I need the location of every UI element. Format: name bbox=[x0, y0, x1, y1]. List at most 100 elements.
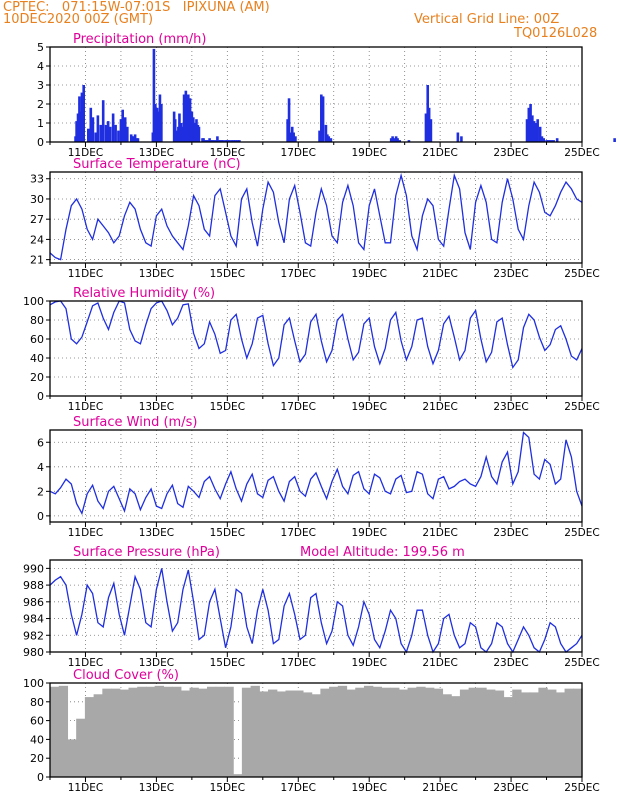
cloud-bar bbox=[189, 687, 199, 777]
cloud-bar bbox=[547, 689, 557, 777]
panel-title: Surface Temperature (nC) bbox=[73, 157, 241, 172]
x-tick-label: 21DEC bbox=[422, 782, 457, 794]
cloud-bar bbox=[67, 739, 77, 777]
y-tick-label: 100 bbox=[23, 295, 44, 308]
x-tick-label: 19DEC bbox=[351, 527, 386, 539]
cloud-bar bbox=[355, 687, 365, 777]
x-tick-label: 13DEC bbox=[139, 268, 174, 280]
y-tick-label: 60 bbox=[30, 333, 44, 346]
precip-bar bbox=[287, 98, 291, 142]
y-tick-label: 990 bbox=[23, 562, 44, 575]
plot-frame bbox=[49, 171, 583, 264]
precip-bar bbox=[540, 136, 544, 142]
y-tick-label: 33 bbox=[30, 173, 44, 186]
x-tick-label: 11DEC bbox=[68, 527, 103, 539]
x-tick-label: 23DEC bbox=[493, 527, 528, 539]
precip-bar bbox=[175, 130, 178, 142]
precip-bar bbox=[324, 124, 328, 142]
y-tick-label: 20 bbox=[30, 371, 44, 384]
cloud-bar bbox=[329, 686, 339, 777]
cloud-bar bbox=[477, 687, 487, 777]
cloud-bar bbox=[154, 685, 164, 777]
product-code: TQ0126L028 bbox=[514, 26, 598, 41]
precip-bar bbox=[157, 111, 160, 142]
precip-bar bbox=[76, 113, 80, 142]
x-tick-label: 11DEC bbox=[68, 401, 103, 413]
panel-title: Precipitation (mm/h) bbox=[73, 32, 206, 47]
panel-2: Surface Temperature (nC) 21 24 27 30 33 11DEC 1… bbox=[30, 157, 600, 280]
precip-bar bbox=[106, 121, 110, 142]
x-tick-label: 21DEC bbox=[422, 147, 457, 159]
x-tick-label: 23DEC bbox=[493, 657, 528, 669]
precip-bar bbox=[136, 138, 140, 142]
y-tick-label: 986 bbox=[23, 596, 44, 609]
x-tick-label: 19DEC bbox=[351, 268, 386, 280]
precip-bar bbox=[289, 132, 292, 142]
precip-bar bbox=[208, 138, 211, 142]
precip-bar bbox=[218, 140, 222, 142]
y-tick-label: 5 bbox=[37, 41, 44, 54]
cloud-bar bbox=[486, 689, 496, 777]
cloud-bar bbox=[102, 688, 112, 777]
precip-bar bbox=[119, 119, 123, 142]
x-tick-label: 11DEC bbox=[68, 782, 103, 794]
precip-bar bbox=[111, 113, 115, 142]
precip-bar bbox=[321, 96, 325, 142]
cloud-bar bbox=[381, 687, 391, 777]
precip-bar bbox=[532, 121, 536, 142]
panel-title: Relative Humidity (%) bbox=[73, 286, 215, 301]
cloud-bar bbox=[111, 688, 121, 777]
precip-bar bbox=[104, 124, 108, 142]
y-tick-label: 30 bbox=[30, 193, 44, 206]
cloud-bar bbox=[215, 686, 226, 777]
precip-bar bbox=[318, 130, 321, 142]
plot-frame bbox=[49, 682, 583, 778]
y-tick-label: 0 bbox=[37, 136, 44, 149]
cloud-bar bbox=[84, 697, 95, 777]
cloud-bar bbox=[224, 686, 234, 777]
x-tick-label: 21DEC bbox=[422, 268, 457, 280]
x-tick-label: 17DEC bbox=[281, 782, 316, 794]
x-tick-label: 13DEC bbox=[139, 657, 174, 669]
cloud-bar bbox=[76, 718, 86, 777]
cloud-bar bbox=[250, 685, 260, 777]
panel-4: Surface Wind (m/s) 0 2 4 6 11DEC 13DEC 15DEC 17D… bbox=[37, 415, 600, 539]
precip-bar bbox=[407, 140, 411, 142]
precip-bar bbox=[529, 104, 532, 142]
precip-bar bbox=[209, 140, 213, 142]
x-tick-label: 15DEC bbox=[210, 401, 245, 413]
precip-bar bbox=[117, 130, 120, 142]
precip-bar bbox=[130, 136, 134, 142]
y-tick-label: 4 bbox=[37, 461, 44, 474]
y-tick-label: 984 bbox=[23, 613, 44, 626]
grid-line-note: Vertical Grid Line: 00Z bbox=[414, 12, 560, 27]
cloud-bar bbox=[503, 697, 513, 777]
x-tick-label: 25DEC bbox=[564, 147, 599, 159]
y-tick-label: 20 bbox=[30, 752, 44, 765]
precip-bar bbox=[460, 136, 463, 142]
cloud-bar bbox=[520, 692, 531, 777]
cloud-bar bbox=[459, 689, 470, 777]
cloud-bar bbox=[233, 774, 243, 777]
panel-3: Relative Humidity (%) 0 20 40 60 80 100 11DEC 13… bbox=[23, 286, 600, 413]
precip-bar bbox=[226, 140, 229, 142]
x-tick-label: 25DEC bbox=[564, 527, 599, 539]
precip-bar bbox=[221, 140, 225, 142]
run-datetime: 10DEC2020 00Z (GMT) bbox=[3, 12, 154, 27]
y-tick-label: 982 bbox=[23, 629, 44, 642]
precip-bar bbox=[538, 126, 542, 142]
precip-bar bbox=[525, 119, 529, 142]
x-tick-label: 21DEC bbox=[422, 657, 457, 669]
y-tick-label: 6 bbox=[37, 436, 44, 449]
cloud-bar bbox=[198, 688, 208, 777]
precip-bar bbox=[154, 104, 157, 142]
cloud-bar bbox=[268, 689, 278, 777]
precip-bar bbox=[320, 94, 323, 142]
precip-bar bbox=[123, 117, 127, 142]
precip-bar bbox=[96, 115, 100, 142]
precip-bar bbox=[114, 124, 117, 142]
precip-bar bbox=[190, 111, 194, 142]
precip-bar bbox=[536, 119, 539, 142]
x-tick-label: 15DEC bbox=[210, 782, 245, 794]
precip-bar bbox=[132, 136, 136, 142]
